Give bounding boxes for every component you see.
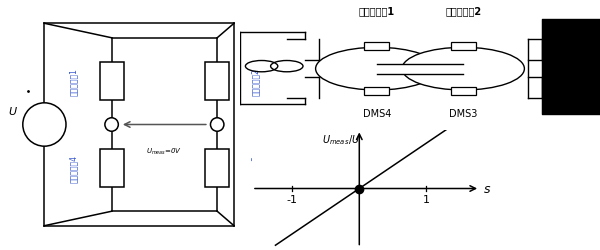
Circle shape (316, 48, 438, 91)
Bar (364, 88, 389, 96)
Text: 称重传感刱4: 称重传感刱4 (69, 154, 78, 182)
Text: 称重传感刱3: 称重传感刱3 (251, 154, 260, 182)
Text: $U_{meas}$=0$V$: $U_{meas}$=0$V$ (146, 146, 182, 157)
Circle shape (402, 48, 524, 91)
Text: DMS4: DMS4 (362, 109, 391, 119)
Circle shape (105, 118, 118, 132)
Text: $s$: $s$ (484, 182, 491, 195)
Text: $U$: $U$ (8, 104, 18, 117)
Bar (205, 62, 229, 101)
Text: 称重传感刱1: 称重传感刱1 (359, 6, 395, 16)
Bar (205, 149, 229, 188)
Bar (542, 20, 600, 115)
Text: 称重传感刱1: 称重传感刱1 (69, 68, 78, 96)
Text: $U_{meas}/U$: $U_{meas}/U$ (322, 133, 361, 147)
Bar (100, 62, 124, 101)
Text: 1: 1 (423, 194, 430, 204)
Bar (364, 43, 389, 51)
Text: 称重传感刱2: 称重传感刱2 (251, 68, 260, 96)
Bar (451, 43, 476, 51)
Circle shape (211, 118, 224, 132)
Text: DMS3: DMS3 (449, 109, 478, 119)
Text: -1: -1 (287, 194, 298, 204)
Text: 称重传感刱2: 称重传感刱2 (445, 6, 481, 16)
Bar (377, 64, 463, 74)
Bar (100, 149, 124, 188)
Bar (451, 88, 476, 96)
Circle shape (23, 104, 66, 146)
